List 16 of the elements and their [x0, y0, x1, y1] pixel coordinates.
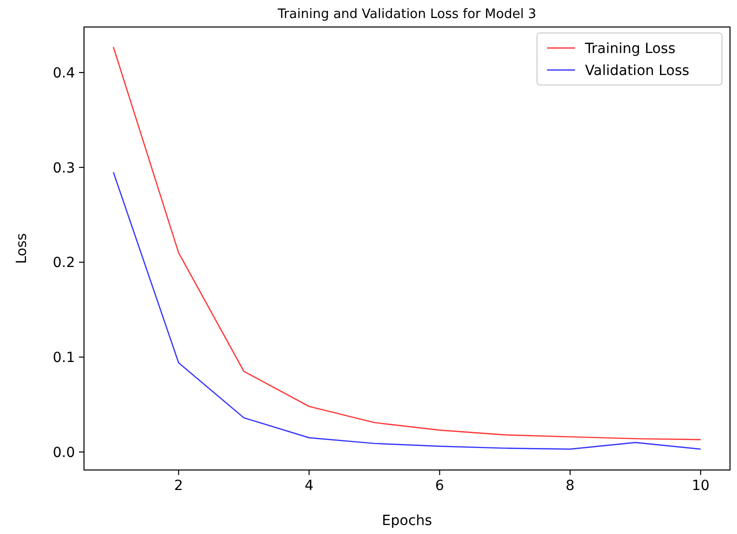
y-tick-label: 0.3: [52, 160, 75, 176]
legend-label: Training Loss: [584, 40, 676, 57]
y-tick-label: 0.4: [52, 65, 76, 82]
chart-title: Training and Validation Loss for Model 3: [276, 7, 536, 22]
line-series: [112, 172, 702, 450]
x-tick-label: 8: [566, 478, 575, 494]
y-tick-label: 0.2: [52, 255, 75, 272]
legend-label: Validation Loss: [585, 62, 690, 79]
y-tick-label: 0.1: [52, 350, 75, 366]
y-axis-title: Loss: [14, 233, 30, 264]
x-tick-label: 4: [304, 478, 314, 494]
x-tick-label: 6: [435, 478, 444, 494]
x-axis-title: Epochs: [382, 513, 432, 529]
x-tick-label: 2: [174, 478, 184, 494]
y-tick-label: 0.0: [52, 444, 75, 461]
x-tick-label: 10: [692, 478, 710, 494]
